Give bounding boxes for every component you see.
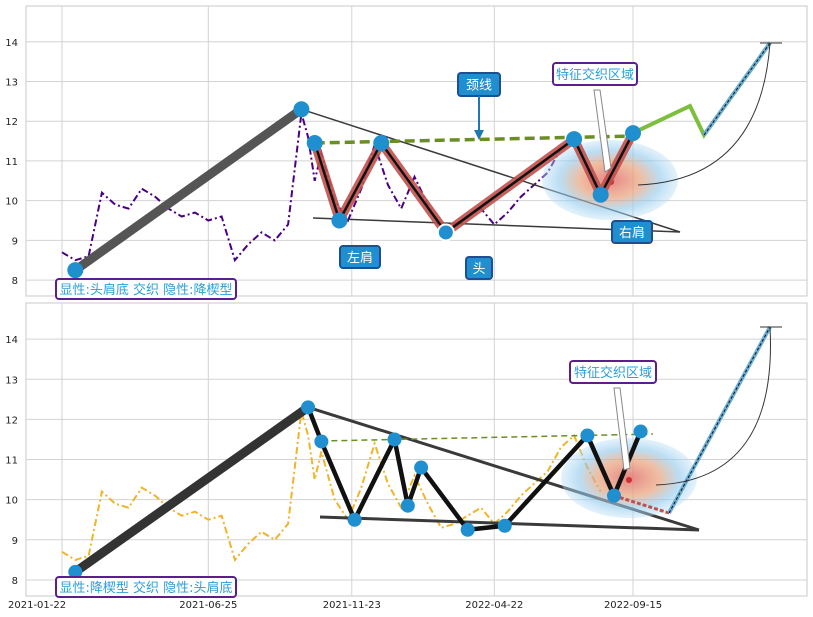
right-shoulder-label: 右肩 [619, 225, 645, 241]
neckline-label: 颈线 [466, 79, 492, 94]
rising-leg [70, 104, 306, 275]
pattern-point-dot [67, 262, 84, 279]
rising-leg [70, 402, 313, 577]
pattern-point-dot [625, 125, 641, 142]
pattern-label-box [55, 278, 237, 300]
pattern-point-dot [293, 101, 310, 118]
y-tick-label: 8 [12, 276, 18, 287]
x-tick-label: 2022-04-22 [465, 600, 523, 611]
y-tick-label: 12 [5, 415, 18, 426]
pattern-label-box [55, 576, 237, 598]
projection-dash [668, 326, 771, 514]
pattern-point-dot [460, 522, 475, 537]
right-shoulder-label-box [611, 220, 653, 244]
pattern-label: 显性:降楔型 交织 隐性:头肩底 [59, 580, 232, 596]
pattern-point-dot [633, 424, 648, 439]
pattern-point-dot [436, 223, 455, 242]
target-arc [655, 326, 771, 486]
zone-label: 特征交织区域 [574, 365, 652, 381]
zone-center-dot [626, 477, 632, 483]
y-tick-label: 9 [12, 236, 18, 247]
plot-frame [25, 302, 808, 597]
pattern-label: 显性:头肩底 交织 隐性:降楔型 [59, 282, 232, 298]
pattern-point-dot [314, 434, 329, 449]
x-tick-label: 2021-11-23 [323, 600, 381, 611]
pattern-point-dot [592, 186, 609, 203]
zone-label-box [552, 62, 638, 86]
zone-arrow [593, 89, 612, 173]
breakout-red [613, 494, 670, 515]
pattern-point-dot [400, 498, 415, 513]
y-tick-label: 13 [5, 375, 18, 386]
x-tick-label: 2021-06-25 [179, 600, 237, 611]
x-tick-label: 2021-01-22 [8, 600, 66, 611]
left-shoulder-label: 左肩 [347, 250, 373, 266]
y-tick-label: 10 [5, 496, 18, 507]
pattern-point-dot [301, 400, 316, 415]
pattern-point-dot [566, 131, 583, 148]
y-tick-label: 12 [5, 117, 18, 128]
projection-dash [703, 42, 771, 136]
pattern-point-dot [68, 564, 83, 579]
price-series-line [61, 411, 602, 562]
zone-arrow [613, 387, 631, 471]
pattern-point-dot [306, 135, 323, 152]
head-label-box [465, 256, 493, 280]
y-tick-label: 11 [5, 157, 18, 168]
zone-label: 特征交织区域 [556, 67, 634, 83]
pattern-point-dot [347, 512, 362, 527]
x-tick-label: 2022-09-15 [604, 600, 662, 611]
neckline [314, 134, 637, 145]
y-tick-label: 9 [12, 536, 18, 547]
y-tick-label: 11 [5, 456, 18, 467]
y-tick-label: 8 [12, 576, 18, 587]
plot-frame [25, 5, 808, 297]
pattern-point-dot [580, 428, 595, 443]
y-tick-label: 14 [5, 335, 18, 346]
pattern-point-dot [373, 135, 390, 152]
y-tick-label: 10 [5, 197, 18, 208]
target-arc [637, 42, 771, 186]
pattern-point-dot [497, 518, 512, 533]
neckline-arrowhead [474, 130, 484, 140]
pattern-point-dot [606, 488, 621, 503]
pattern-point-dot [387, 432, 402, 447]
pattern-point-dot [331, 212, 348, 229]
neckline [321, 433, 654, 442]
zone-label-box [569, 360, 657, 384]
y-tick-label: 14 [5, 38, 18, 49]
left-shoulder-label-box [339, 245, 381, 269]
pattern-point-dot [414, 460, 429, 475]
y-tick-label: 13 [5, 77, 18, 88]
head-label: 头 [472, 262, 485, 277]
